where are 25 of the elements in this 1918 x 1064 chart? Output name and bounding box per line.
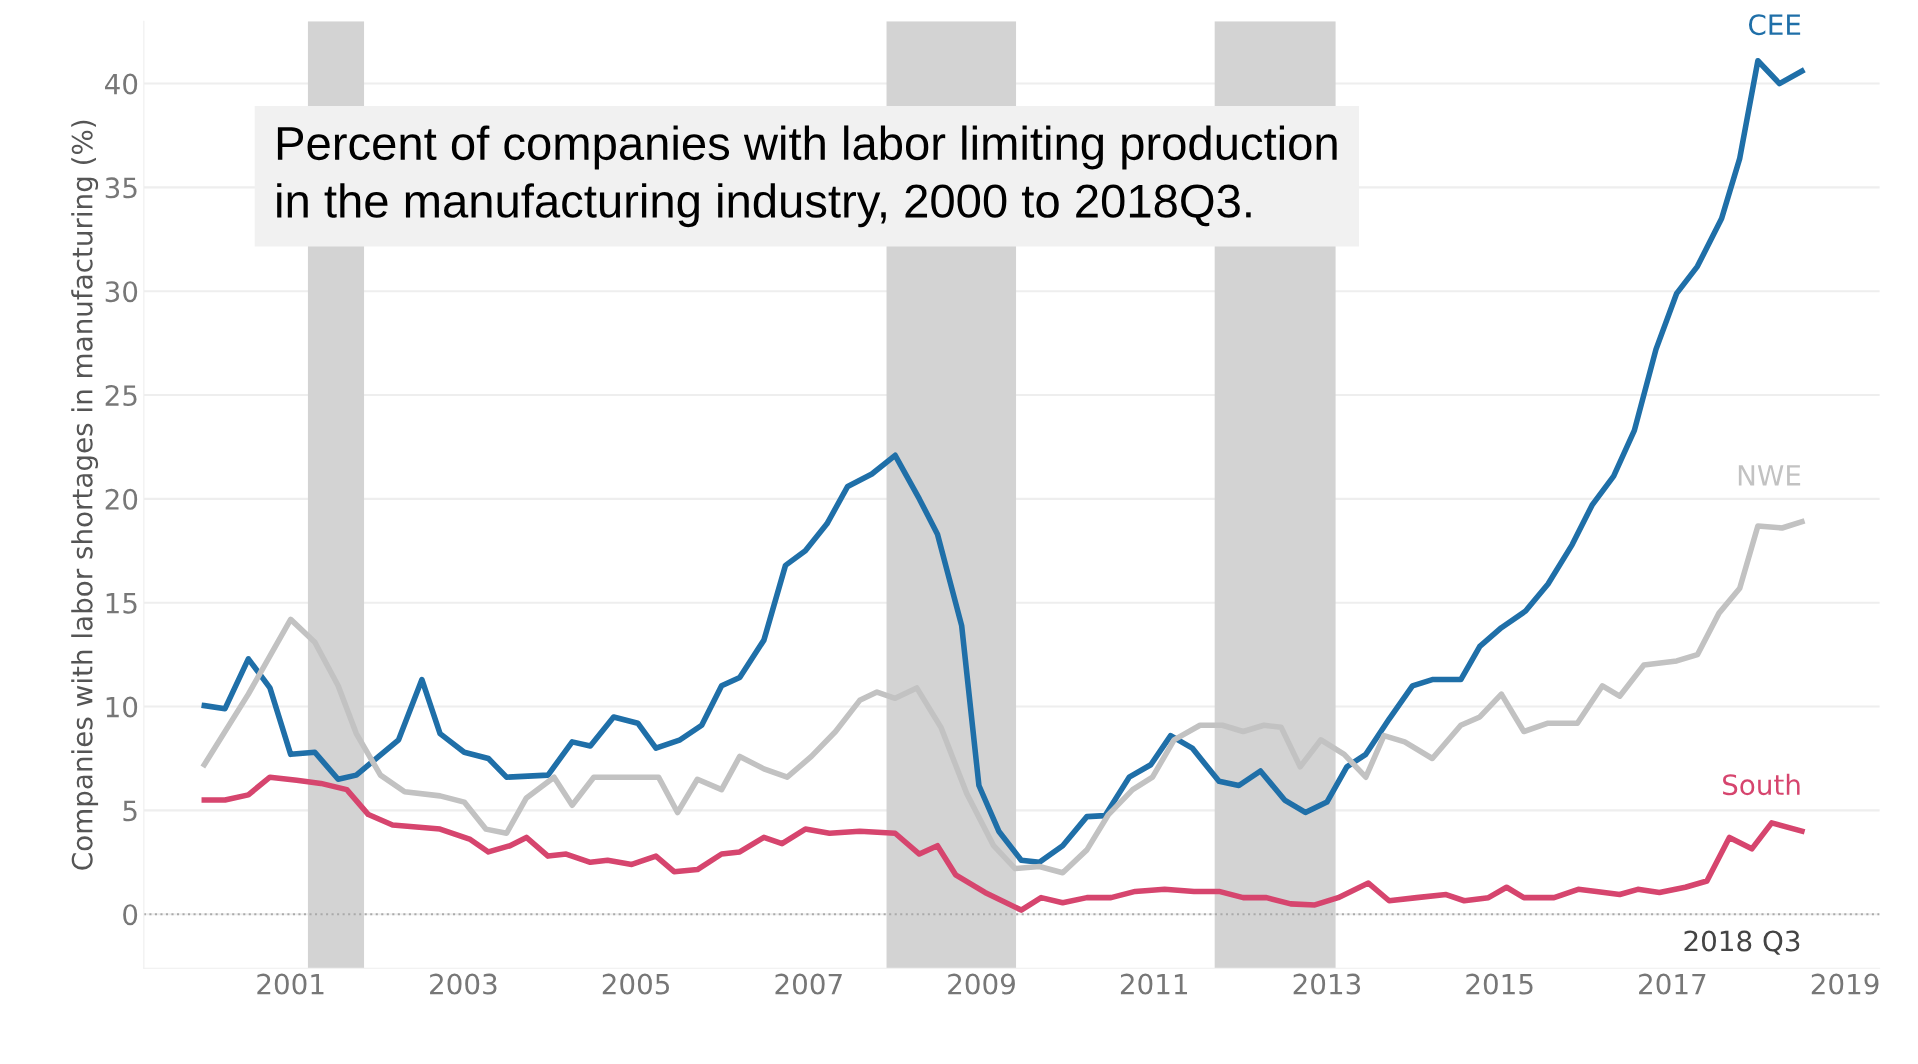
x-tick-label: 2015 (1466, 973, 1533, 995)
y-tick-label: 10 (106, 696, 138, 718)
x-tick-label: 2007 (775, 973, 842, 995)
annotation: 2018 Q3 (1684, 930, 1800, 955)
x-tick-label: 2017 (1639, 973, 1706, 995)
y-tick-label: 0 (123, 904, 138, 926)
series-label: CEE (1748, 14, 1801, 36)
x-tick-label: 2009 (948, 973, 1015, 995)
x-tick-label: 2001 (257, 973, 324, 995)
x-tick-label: 2013 (1293, 973, 1361, 995)
y-tick-label: 25 (105, 385, 137, 407)
y-tick-label: 40 (105, 73, 138, 95)
text: Percent of companies with labor limiting production in the manufacturing industry, 2000 to 2018Q3. (277, 125, 1337, 228)
x-tick-label: 2003 (430, 973, 497, 995)
y-tick-label: 30 (105, 281, 138, 303)
series-label: South (1723, 773, 1800, 796)
y-axis-title: Companies with labor shortages in manufacturing (%) (71, 120, 99, 870)
series-label: NWE (1738, 465, 1801, 486)
y-tick-label: 5 (123, 800, 137, 822)
y-tick-label: 20 (105, 488, 138, 510)
x-tick-label: 2011 (1120, 973, 1188, 995)
y-tick-label: 15 (106, 593, 137, 614)
y-tick-label: 35 (105, 177, 137, 199)
x-tick-label: 2019 (1811, 973, 1879, 995)
x-tick-label: 2005 (602, 973, 670, 995)
